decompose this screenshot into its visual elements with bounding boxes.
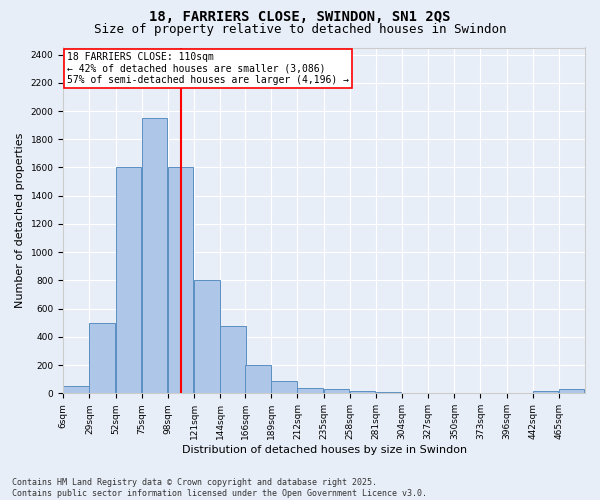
- Bar: [63, 386, 89, 394]
- Bar: [533, 391, 558, 394]
- Bar: [116, 168, 141, 394]
- Bar: [220, 326, 246, 394]
- Bar: [376, 392, 401, 394]
- Text: Size of property relative to detached houses in Swindon: Size of property relative to detached ho…: [94, 22, 506, 36]
- Bar: [271, 380, 297, 394]
- Text: 18 FARRIERS CLOSE: 110sqm
← 42% of detached houses are smaller (3,086)
57% of se: 18 FARRIERS CLOSE: 110sqm ← 42% of detac…: [67, 52, 349, 85]
- Bar: [142, 118, 167, 394]
- Text: Contains HM Land Registry data © Crown copyright and database right 2025.
Contai: Contains HM Land Registry data © Crown c…: [12, 478, 427, 498]
- Bar: [168, 168, 193, 394]
- Bar: [89, 323, 115, 394]
- Bar: [298, 388, 323, 394]
- Bar: [323, 389, 349, 394]
- Bar: [559, 389, 584, 394]
- X-axis label: Distribution of detached houses by size in Swindon: Distribution of detached houses by size …: [182, 445, 467, 455]
- Bar: [245, 365, 271, 394]
- Bar: [350, 391, 375, 394]
- Y-axis label: Number of detached properties: Number of detached properties: [15, 132, 25, 308]
- Bar: [194, 280, 220, 394]
- Text: 18, FARRIERS CLOSE, SWINDON, SN1 2QS: 18, FARRIERS CLOSE, SWINDON, SN1 2QS: [149, 10, 451, 24]
